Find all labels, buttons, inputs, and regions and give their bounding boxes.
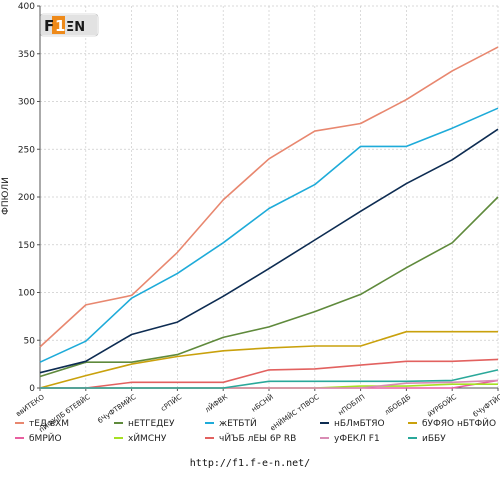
y-tick-label: 200 — [18, 193, 35, 203]
y-tick-label: 400 — [18, 2, 35, 12]
legend-label: тЕД вХМ — [29, 419, 69, 429]
y-tick-label: 300 — [18, 98, 35, 108]
legend-label: иББУ — [422, 434, 446, 444]
series-line-2 — [39, 196, 499, 378]
svg-text:F: F — [44, 17, 54, 35]
legend: тЕД вХМ нЕТГЕДЕУ жЕТБТЙ нБЛмБТЯО бУФЯО нБТФЙ… — [15, 417, 496, 444]
legend-label: бМРЙО — [29, 432, 62, 444]
legend-label: жЕТБТЙ — [219, 417, 257, 429]
svg-text:1: 1 — [55, 17, 65, 35]
footer-url[interactable]: http://f1.f-e-n.net/ — [189, 458, 311, 469]
svg-text:ΞN: ΞN — [66, 20, 85, 35]
legend-label: хЙМСНУ — [128, 432, 167, 444]
legend-label: бУФЯО нБТФЙО — [422, 417, 496, 429]
y-tick-label: 100 — [18, 289, 35, 299]
y-tick-label: 250 — [18, 145, 35, 155]
series-line-1 — [39, 46, 499, 348]
y-axis-ticks: 0 50 100 150 200 250 300 350 400 — [18, 2, 40, 394]
series-line-5 — [39, 330, 498, 389]
y-axis-label: ФПЮЛИ — [1, 177, 11, 215]
legend-label: нБЛмБТЯО — [334, 419, 385, 429]
series-line-4 — [39, 128, 499, 374]
f1-en-logo: F 1 ΞN — [39, 13, 99, 37]
series-line-10 — [40, 369, 499, 389]
y-tick-label: 0 — [29, 384, 35, 394]
y-tick-label: 150 — [18, 241, 35, 251]
legend-label: чЙЪБ лЕЫ 6Р RB — [219, 432, 296, 444]
y-tick-label: 350 — [18, 50, 35, 60]
y-tick-label: 50 — [24, 336, 36, 346]
series-line-8 — [40, 358, 499, 389]
legend-label: уФЕКЛ F1 — [334, 434, 380, 444]
series-lines — [39, 46, 499, 389]
series-line-3 — [39, 107, 499, 363]
legend-label: нЕТГЕДЕУ — [128, 419, 175, 429]
